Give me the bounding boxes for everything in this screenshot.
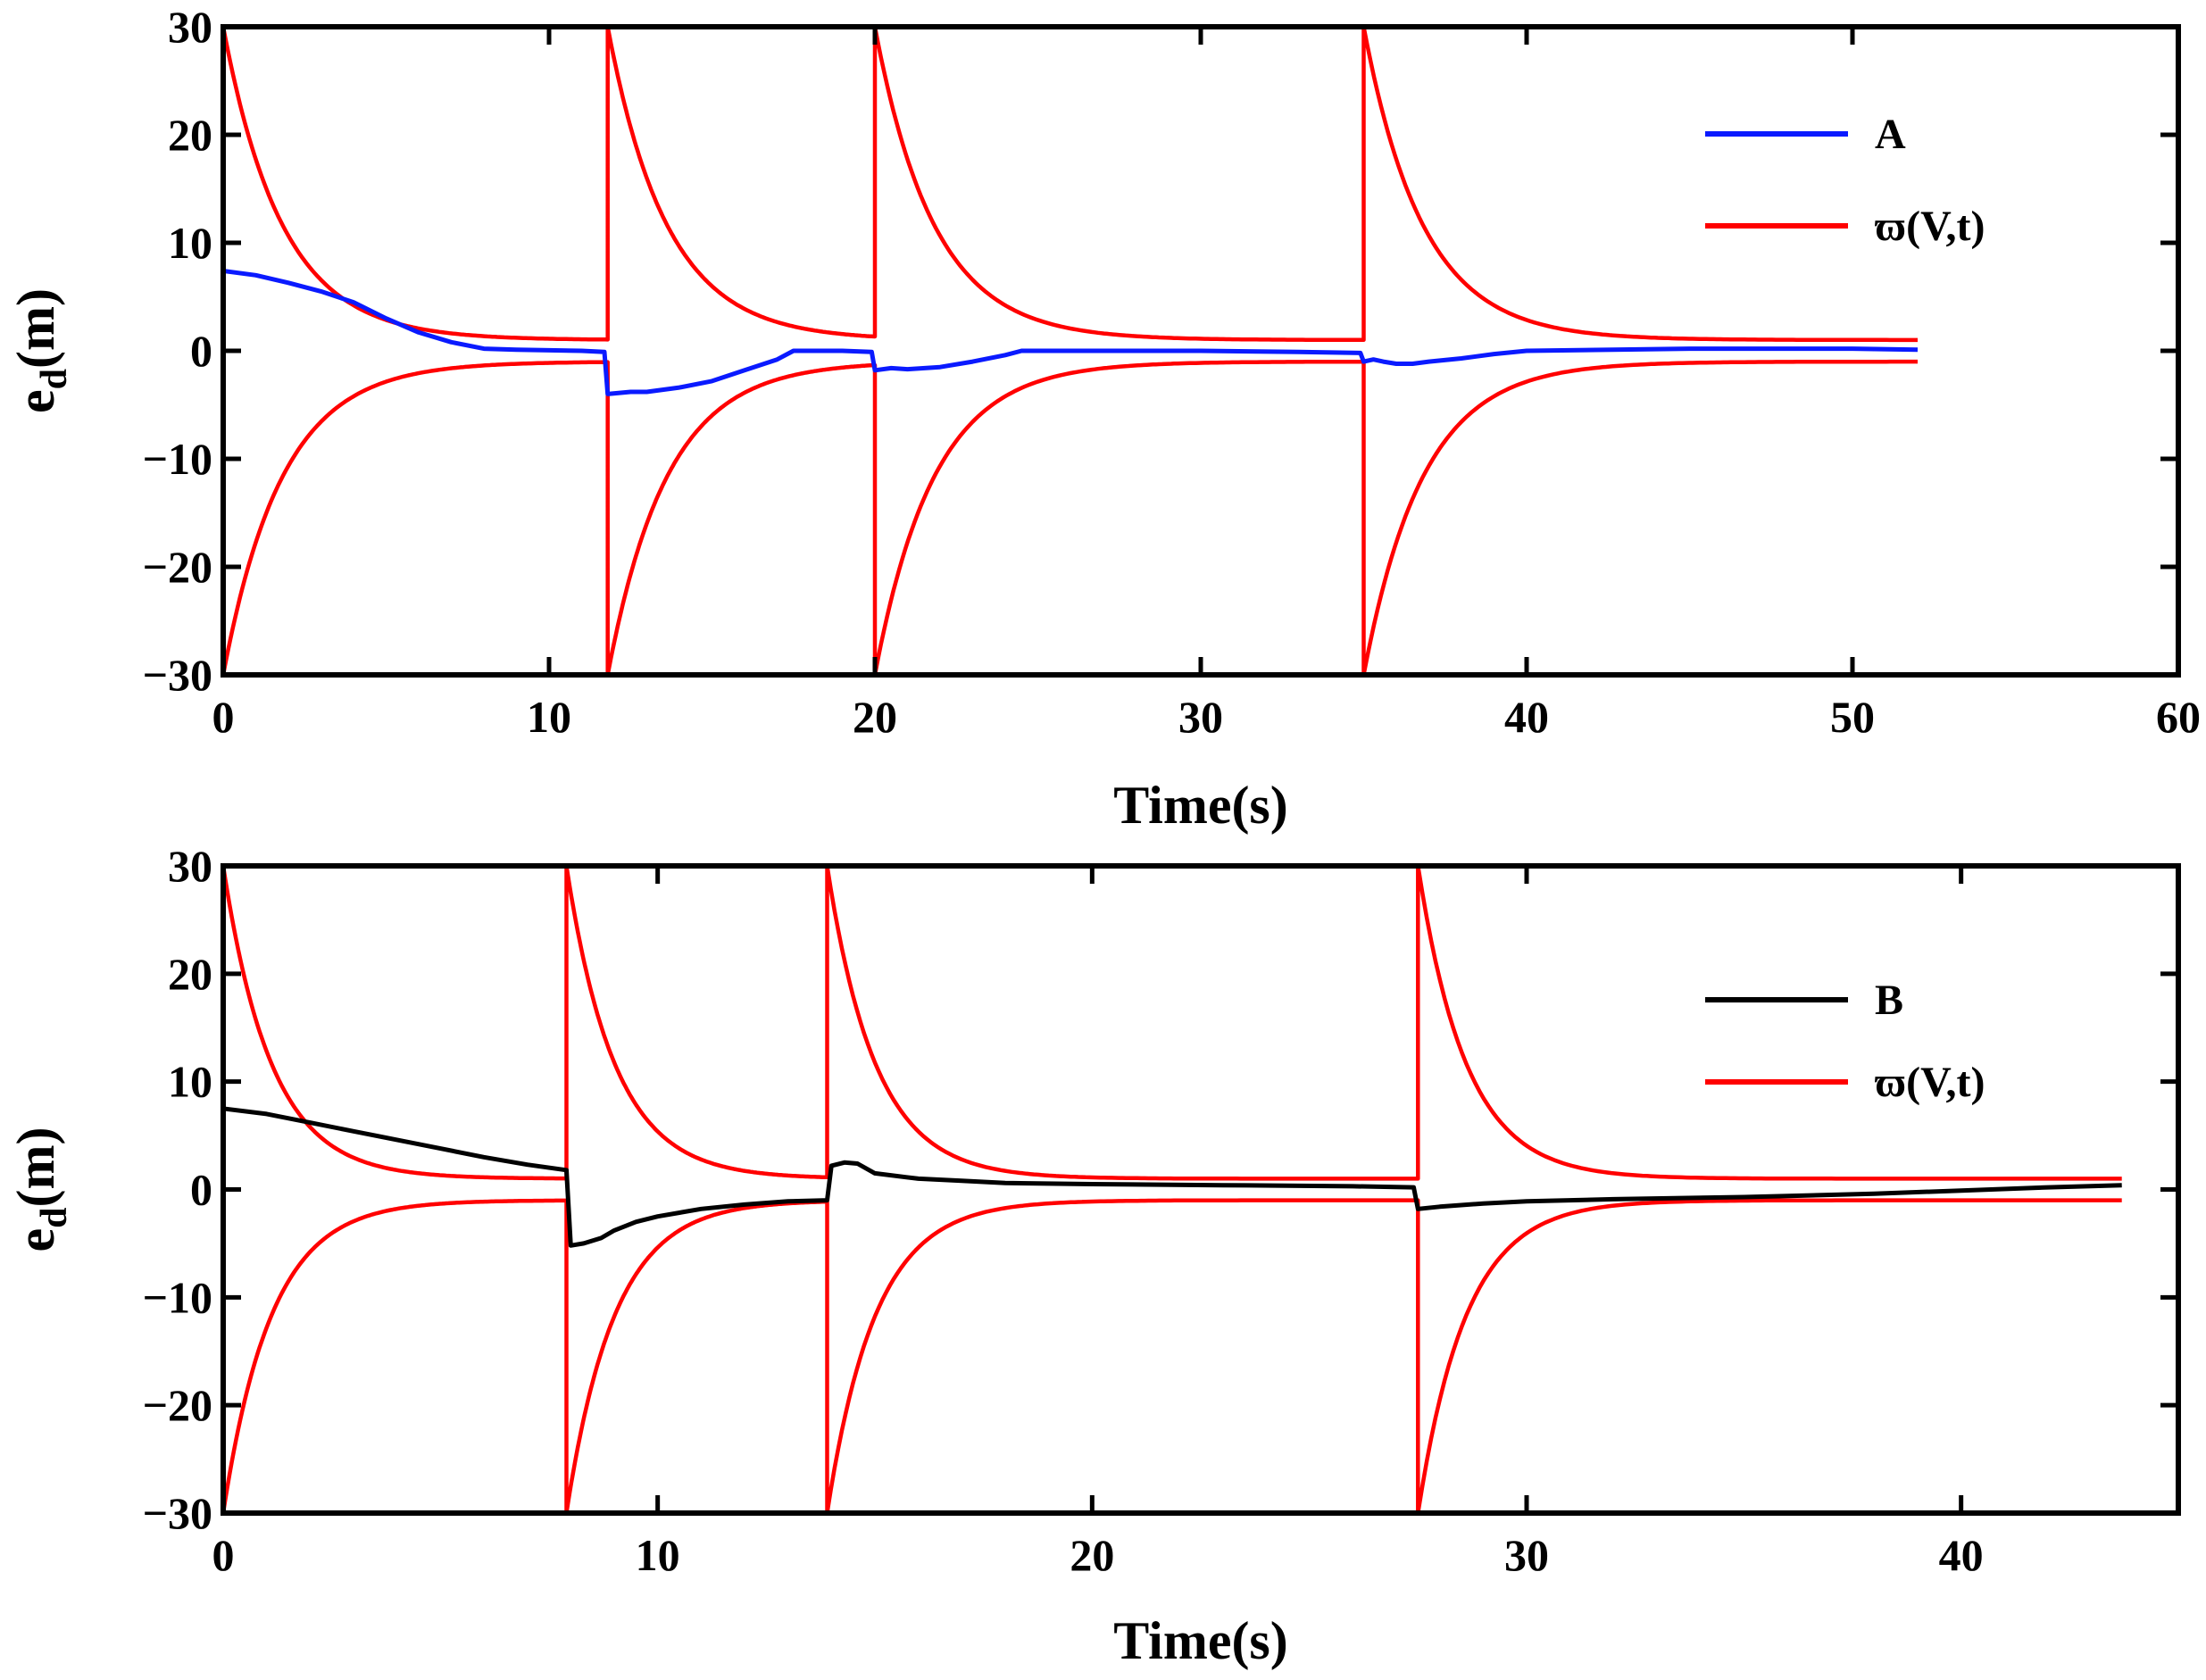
- y-axis-label: ed(m): [6, 1127, 75, 1252]
- legend-label: A: [1875, 111, 1906, 158]
- legend-label: ϖ(V,t): [1875, 1059, 1985, 1106]
- x-tick-label: 40: [1504, 692, 1549, 742]
- x-tick-label: 20: [853, 692, 897, 742]
- legend: Aϖ(V,t): [1705, 111, 1985, 250]
- y-axis-label: ed(m): [6, 288, 75, 413]
- y-tick-label: 30: [168, 2, 212, 52]
- x-tick-label: 60: [2156, 692, 2201, 742]
- x-tick-label: 0: [212, 692, 235, 742]
- x-tick-label: 30: [1178, 692, 1223, 742]
- x-axis-label: Time(s): [1113, 1611, 1288, 1670]
- y-tick-label: 0: [190, 1165, 212, 1215]
- bound-upper-line: [223, 866, 2122, 1181]
- y-axis-label-main: e: [6, 1228, 65, 1252]
- y-tick-label: 30: [168, 841, 212, 891]
- y-axis-label-subscript: d: [34, 369, 75, 389]
- y-axis-label-unit: (m): [6, 1127, 65, 1208]
- bound-lower-line: [223, 359, 1918, 675]
- y-axis-label-subscript: d: [34, 1207, 75, 1227]
- y-tick-label: 20: [168, 110, 212, 160]
- subplot-a: 0 10 20 30 40 50 60 −30 −20 −10 0 10 20 30 Time(s) ed(m…: [6, 2, 2201, 835]
- x-tick-label: 10: [636, 1530, 680, 1580]
- y-tick-label: −10: [143, 434, 213, 484]
- x-tick-label: 20: [1070, 1530, 1114, 1580]
- x-tick-label: 50: [1830, 692, 1875, 742]
- x-tick-label: 10: [527, 692, 571, 742]
- y-axis-label-unit: (m): [6, 288, 65, 369]
- plot-area: [223, 866, 2122, 1513]
- x-tick-label: 40: [1939, 1530, 1984, 1580]
- series-b-line: [223, 1106, 2122, 1248]
- y-tick-label: −20: [143, 542, 213, 592]
- legend-label: ϖ(V,t): [1875, 203, 1985, 250]
- series-a-line: [223, 269, 1919, 396]
- x-axis-label: Time(s): [1113, 776, 1288, 835]
- legend-label: B: [1875, 977, 1903, 1024]
- x-tick-label: 30: [1504, 1530, 1549, 1580]
- y-tick-label: 0: [190, 326, 212, 376]
- plot-area: [223, 27, 1919, 675]
- bound-upper-line: [223, 27, 1918, 343]
- bound-lower-line: [223, 1198, 2122, 1513]
- y-axis-label-main: e: [6, 389, 65, 413]
- subplot-b: 0 10 20 30 40 −30 −20 −10 0 10 20 30 Time(s) ed(m) Bϖ(…: [6, 841, 2181, 1670]
- y-tick-label: −30: [143, 1488, 213, 1538]
- y-tick-label: −20: [143, 1380, 213, 1430]
- axes-frame: [221, 863, 2181, 1516]
- y-tick-label: 10: [168, 218, 212, 268]
- legend: Bϖ(V,t): [1705, 977, 1985, 1106]
- x-tick-label: 0: [212, 1530, 235, 1580]
- y-tick-label: 10: [168, 1057, 212, 1107]
- y-tick-label: 20: [168, 949, 212, 999]
- y-tick-label: −10: [143, 1272, 213, 1322]
- y-tick-label: −30: [143, 650, 213, 700]
